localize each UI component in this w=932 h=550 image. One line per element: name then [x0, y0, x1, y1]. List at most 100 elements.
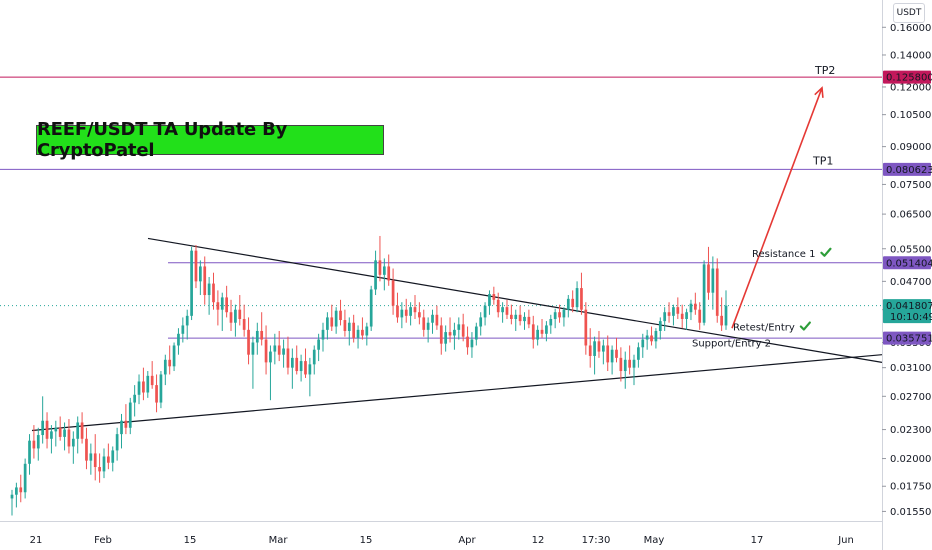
candle-body	[545, 325, 548, 334]
candle-body	[409, 307, 412, 316]
candle-body	[553, 312, 557, 319]
level-price-text: 0.035751	[886, 334, 932, 345]
x-tick-label: Jun	[837, 535, 854, 546]
candle-body	[527, 316, 531, 325]
candle-body	[133, 394, 137, 403]
candle-body	[45, 420, 49, 439]
candle-body	[282, 348, 285, 355]
candle-body	[85, 438, 88, 461]
candle-body	[514, 314, 518, 319]
level-price-tag	[883, 162, 931, 176]
candle-body	[54, 427, 58, 432]
candle-body	[422, 317, 426, 330]
target-arrow	[731, 86, 824, 329]
x-tick-label: May	[644, 535, 665, 546]
candle-body	[483, 305, 487, 318]
candle-body	[531, 324, 535, 340]
check-icon	[820, 247, 832, 257]
candle-body	[67, 429, 71, 447]
candle-body	[523, 316, 526, 322]
candle-body	[378, 260, 382, 275]
candle-body	[247, 329, 250, 355]
candle-body	[448, 332, 452, 336]
candle-body	[413, 307, 417, 313]
candle-body	[58, 427, 62, 437]
candle-body	[571, 298, 575, 308]
candle-body	[466, 336, 469, 348]
candle-body	[369, 289, 373, 327]
level-price-tag	[883, 70, 931, 84]
candle-body	[19, 487, 23, 493]
candle-body	[190, 250, 193, 316]
resistance-label: Resistance 1	[752, 249, 815, 260]
candle-body	[400, 309, 404, 318]
candle-body	[650, 335, 653, 342]
candle-body	[32, 440, 36, 449]
x-tick-label: 15	[360, 535, 373, 546]
candle-body	[339, 310, 342, 321]
candle-body	[496, 299, 500, 313]
candle-body	[382, 266, 386, 275]
countdown-text: 10:10:49	[890, 312, 932, 323]
candle-body	[225, 297, 228, 313]
candle-body	[641, 339, 645, 348]
candle-body	[488, 294, 491, 306]
candle-body	[575, 288, 579, 308]
candle-body	[628, 359, 631, 368]
level-price-text: 0.080623	[886, 165, 932, 176]
candle-body	[41, 420, 45, 436]
candle-body	[102, 456, 106, 472]
candle-body	[711, 268, 715, 293]
candle-body	[286, 348, 290, 368]
target-arrow-head	[814, 86, 824, 98]
candle-body	[623, 359, 627, 372]
candle-body	[474, 326, 478, 340]
candle-body	[128, 402, 132, 428]
candle-body	[418, 312, 421, 318]
candle-body	[501, 307, 504, 313]
candle-body	[251, 342, 255, 355]
candle-body	[146, 375, 150, 393]
price-labels: 0.125800 0.080623 0.051404 0.04180710:10:49…	[883, 70, 932, 345]
candle-body	[391, 280, 395, 306]
candle-body	[155, 385, 158, 403]
candle-body	[207, 283, 211, 296]
level-price-tag	[883, 256, 931, 270]
candle-body	[676, 307, 680, 314]
candle-body	[194, 250, 198, 282]
candle-body	[76, 422, 80, 439]
candle-body	[580, 288, 583, 310]
candle-body	[374, 260, 377, 290]
candle-body	[159, 374, 163, 403]
candle-body	[593, 341, 596, 356]
candle-body	[365, 326, 369, 336]
candle-body	[242, 318, 246, 330]
currency-badge[interactable]: USDT	[893, 3, 925, 23]
candle-body	[654, 330, 658, 342]
candle-body	[334, 310, 338, 327]
candle-body	[304, 361, 307, 375]
annotations: TP2 TP1 Resistance 1 Retest/Entry Support/En…	[692, 64, 835, 349]
candle-body	[277, 345, 281, 355]
candle-body	[343, 320, 347, 331]
candle-body	[584, 309, 588, 346]
x-tick-label: 12	[532, 535, 545, 546]
candle-body	[317, 339, 320, 350]
candle-body	[505, 307, 509, 315]
candle-body	[36, 435, 40, 449]
candle-body	[312, 349, 316, 365]
candle-body	[536, 329, 540, 340]
candle-body	[540, 329, 544, 334]
candle-body	[269, 351, 272, 363]
candle-body	[71, 438, 75, 447]
candle-body	[89, 453, 93, 461]
